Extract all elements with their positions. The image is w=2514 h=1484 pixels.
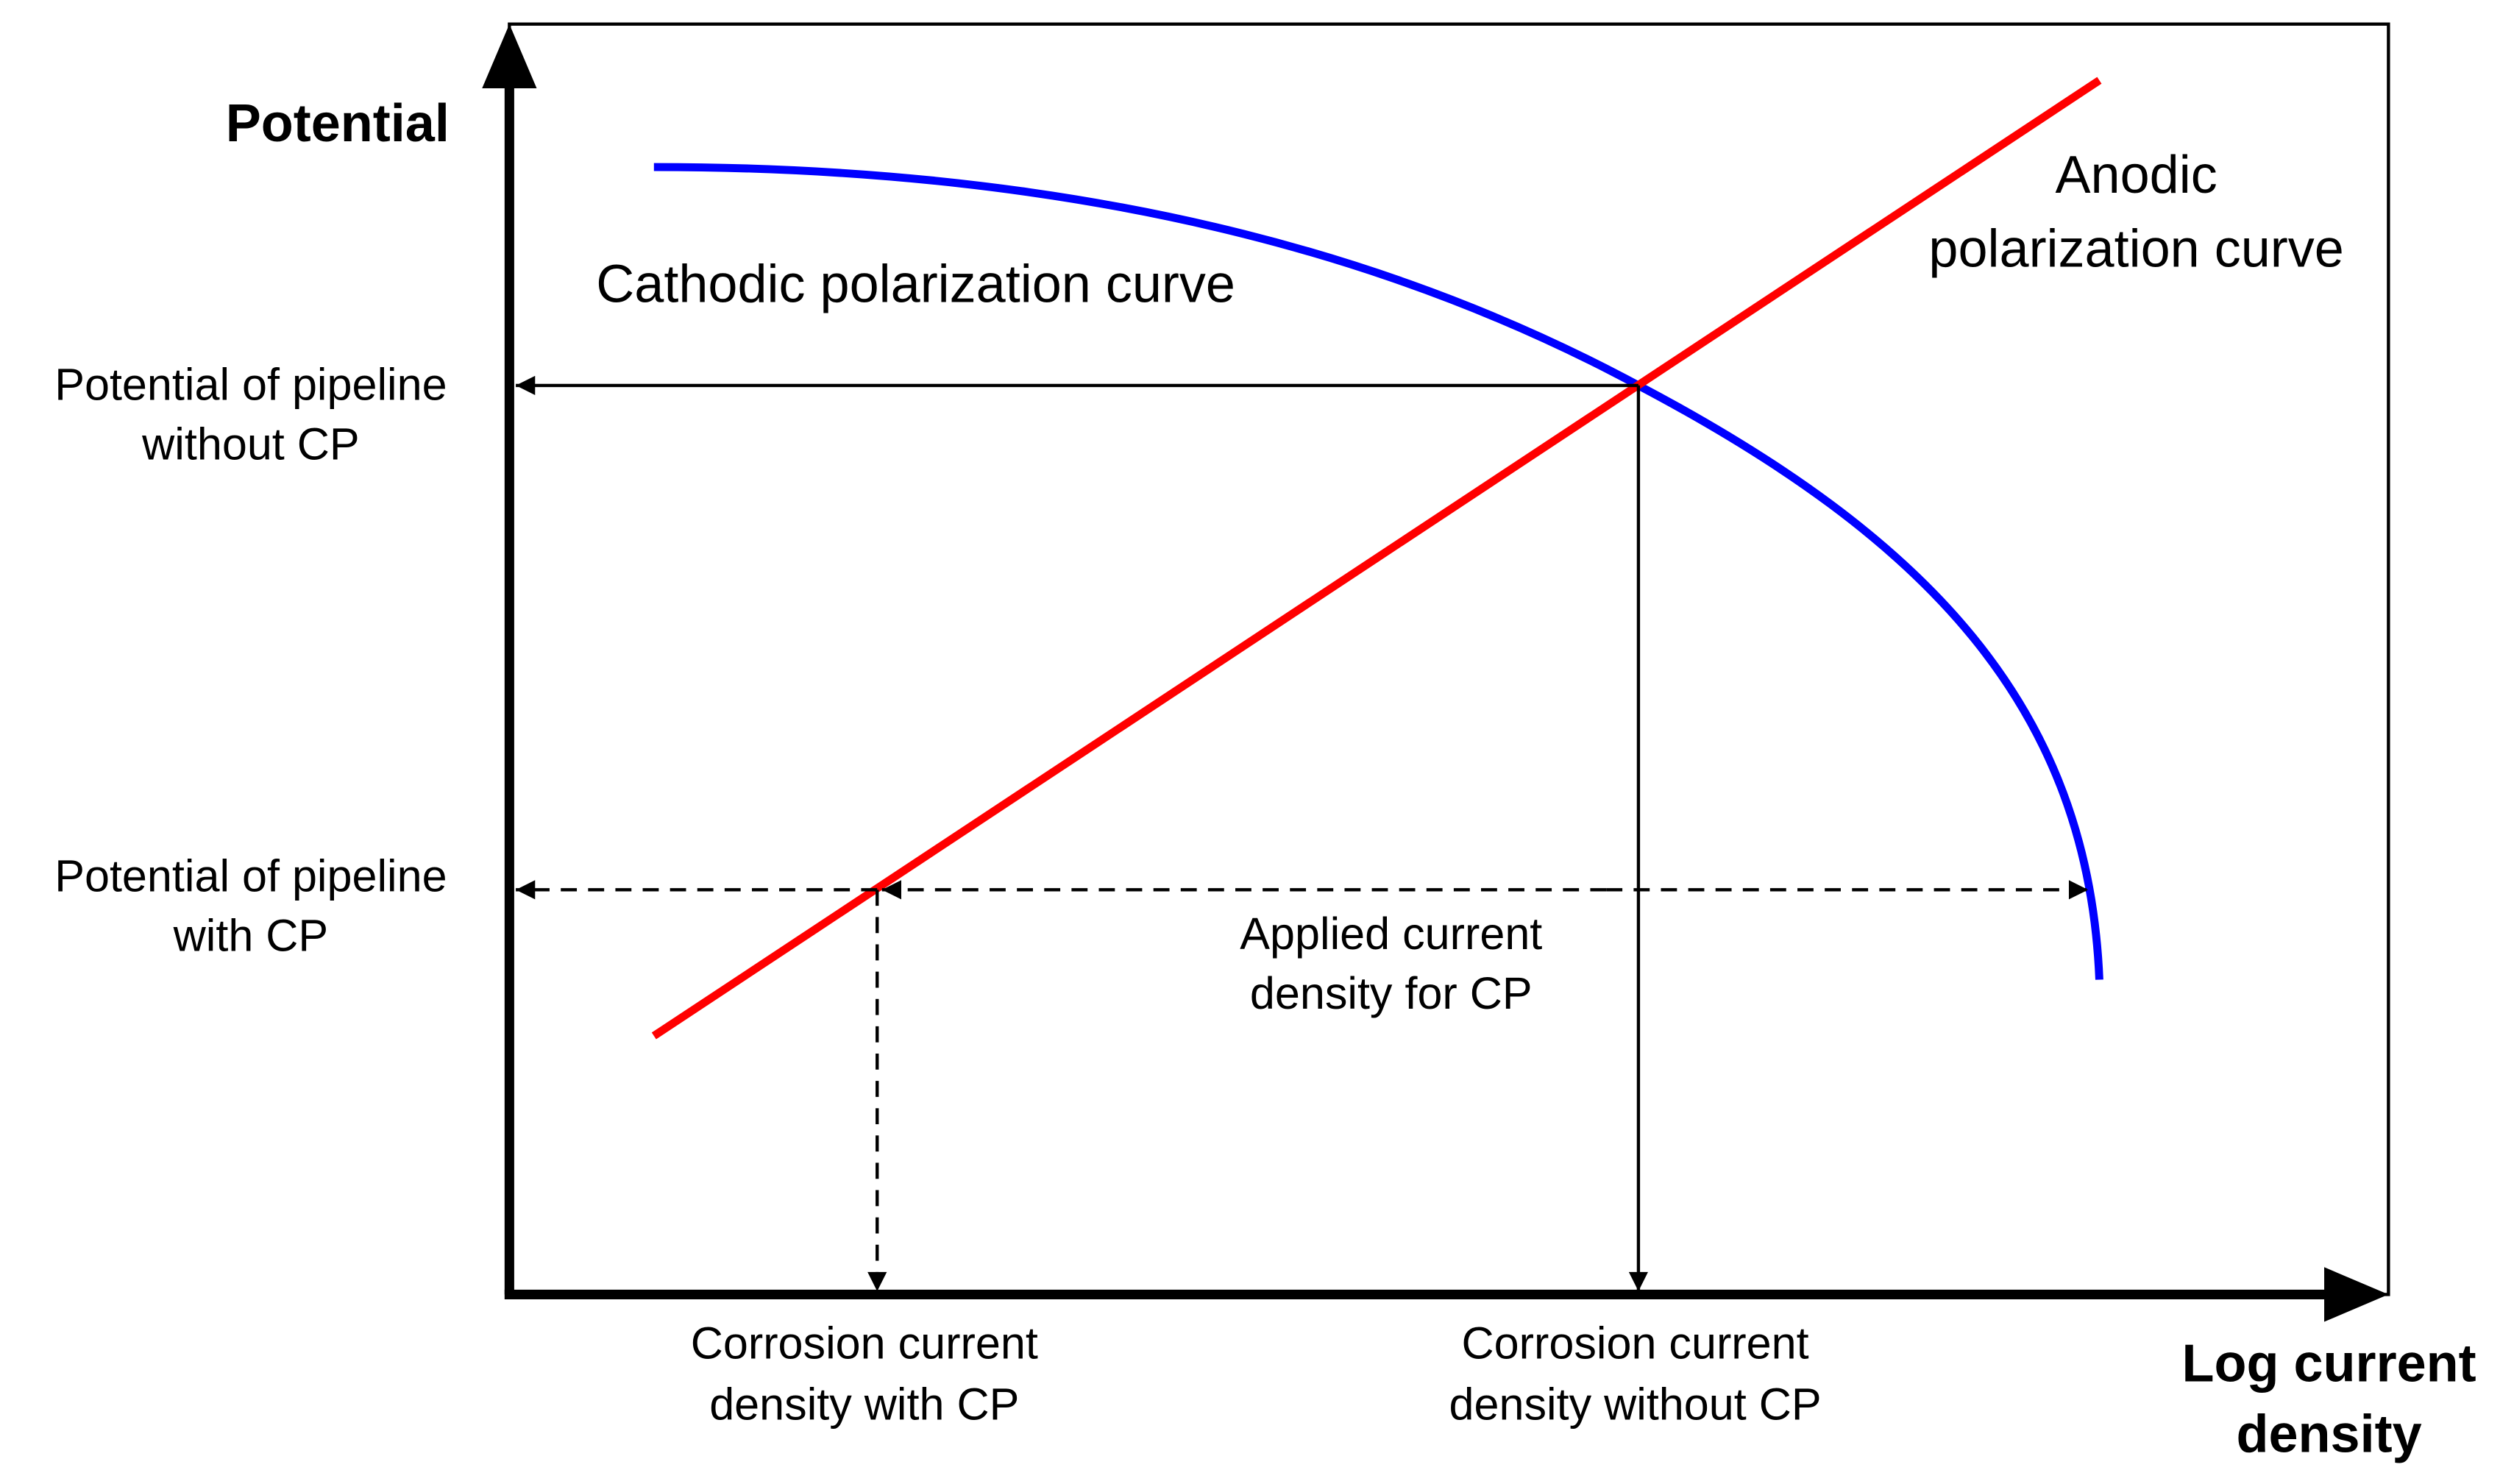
annotation: density for CP	[1250, 968, 1533, 1018]
y-axis-label: Potential	[226, 94, 450, 153]
x-axis-arrow	[2324, 1267, 2389, 1322]
x-axis-label: Log current	[2182, 1334, 2476, 1393]
annotation: with CP	[173, 910, 329, 960]
anodic-curve	[651, 77, 2102, 1040]
annotation: Corrosion current	[1462, 1318, 1809, 1368]
x-axis-label: density	[2237, 1405, 2422, 1463]
annotation: Corrosion current	[691, 1318, 1038, 1368]
annotation: density without CP	[1449, 1380, 1822, 1430]
anodic-label: Anodic	[2056, 146, 2217, 205]
annotation: Potential of pipeline	[54, 360, 447, 410]
annotation: without CP	[141, 419, 360, 469]
y-axis-arrow	[482, 24, 537, 89]
annotation: density with CP	[709, 1380, 1019, 1430]
cathodic-curve	[653, 163, 2103, 980]
annotation: Potential of pipeline	[54, 851, 447, 901]
annotation: Applied current	[1240, 909, 1542, 959]
cathodic-label: Cathodic polarization curve	[596, 255, 1235, 313]
anodic-label: polarization curve	[1928, 219, 2343, 278]
frame	[508, 22, 2390, 1296]
